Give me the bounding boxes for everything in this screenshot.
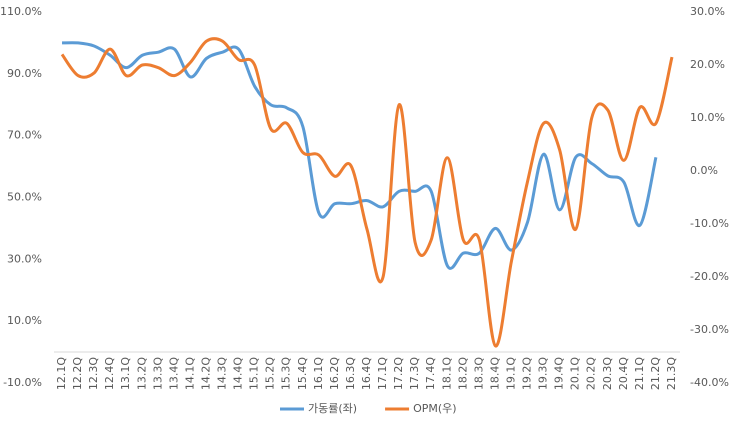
y2-tick-label: 30.0% (690, 5, 725, 18)
x-tick-label: 20.1Q (569, 357, 582, 390)
x-tick-label: 20.4Q (617, 357, 630, 390)
x-tick-label: 16.3Q (344, 357, 357, 390)
y-tick-label: 50.0% (7, 191, 42, 204)
y-tick-label: 30.0% (7, 252, 42, 265)
x-tick-label: 16.2Q (328, 357, 341, 390)
x-tick-label: 14.3Q (216, 357, 229, 390)
x-tick-label: 18.4Q (488, 357, 501, 390)
x-tick-label: 15.3Q (280, 357, 293, 390)
x-tick-label: 18.2Q (456, 357, 469, 390)
x-tick-label: 19.4Q (553, 357, 566, 390)
x-tick-label: 21.1Q (633, 357, 646, 390)
legend-label: 가동률(좌) (308, 402, 357, 415)
x-tick-label: 16.4Q (360, 357, 373, 390)
x-tick-label: 17.4Q (424, 357, 437, 390)
y2-tick-label: 0.0% (690, 164, 718, 177)
y-tick-label: 70.0% (7, 129, 42, 142)
y2-tick-label: 10.0% (690, 111, 725, 124)
y2-tick-label: 20.0% (690, 58, 725, 71)
x-tick-label: 21.3Q (665, 357, 678, 390)
x-tick-label: 18.1Q (440, 357, 453, 390)
x-tick-label: 12.1Q (55, 357, 68, 390)
legend-label: OPM(우) (413, 402, 457, 415)
x-tick-label: 12.3Q (87, 357, 100, 390)
x-tick-label: 12.2Q (71, 357, 84, 390)
x-tick-label: 15.1Q (248, 357, 261, 390)
x-tick-label: 15.2Q (264, 357, 277, 390)
x-tick-label: 19.2Q (521, 357, 534, 390)
y2-tick-label: -30.0% (690, 323, 729, 336)
x-tick-label: 20.3Q (601, 357, 614, 390)
x-tick-label: 13.4Q (167, 357, 180, 390)
x-tick-label: 14.4Q (232, 357, 245, 390)
x-tick-label: 19.1Q (504, 357, 517, 390)
y-tick-label: 10.0% (7, 314, 42, 327)
y2-tick-label: -20.0% (690, 270, 729, 283)
series-line (62, 41, 658, 270)
x-tick-label: 12.4Q (103, 357, 116, 390)
x-tick-label: 17.2Q (392, 357, 405, 390)
series-line (60, 37, 674, 348)
x-tick-label: 19.3Q (537, 357, 550, 390)
x-tick-label: 13.1Q (119, 357, 132, 390)
y2-tick-label: -10.0% (690, 217, 729, 230)
x-tick-label: 18.3Q (472, 357, 485, 390)
y-tick-label: -10.0% (3, 376, 42, 389)
x-tick-label: 16.1Q (312, 357, 325, 390)
x-tick-label: 13.2Q (135, 357, 148, 390)
x-tick-label: 14.1Q (183, 357, 196, 390)
x-tick-label: 20.2Q (585, 357, 598, 390)
x-tick-label: 13.3Q (151, 357, 164, 390)
x-tick-label: 17.3Q (408, 357, 421, 390)
x-tick-label: 21.2Q (649, 357, 662, 390)
x-tick-label: 14.2Q (199, 357, 212, 390)
y2-tick-label: -40.0% (690, 376, 729, 389)
x-tick-label: 15.4Q (296, 357, 309, 390)
y-tick-label: 110.0% (0, 5, 42, 18)
y-tick-label: 90.0% (7, 67, 42, 80)
x-tick-label: 17.1Q (376, 357, 389, 390)
